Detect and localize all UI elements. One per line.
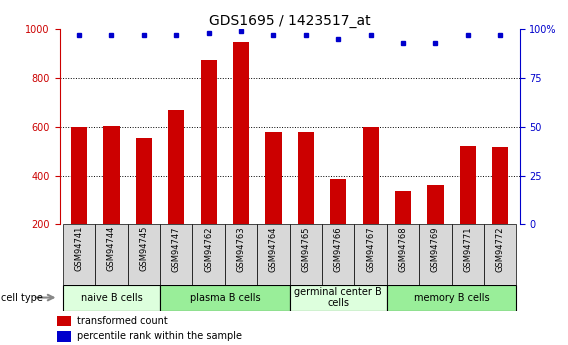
Bar [460,146,476,273]
FancyBboxPatch shape [128,224,160,285]
Text: GSM94762: GSM94762 [204,226,213,272]
Text: GSM94741: GSM94741 [74,226,83,272]
Bar [160,285,290,310]
Text: GSM94771: GSM94771 [463,226,473,272]
Text: memory B cells: memory B cells [414,293,490,303]
FancyBboxPatch shape [290,224,322,285]
Bar [330,179,346,273]
Text: transformed count: transformed count [77,316,168,326]
Text: GSM94767: GSM94767 [366,226,375,272]
Bar [362,127,379,273]
Bar [63,285,160,310]
Bar [492,148,508,273]
FancyBboxPatch shape [452,224,484,285]
Bar [136,138,152,273]
Text: GSM94764: GSM94764 [269,226,278,272]
Text: GSM94747: GSM94747 [172,226,181,272]
Bar [57,316,71,326]
Text: percentile rank within the sample: percentile rank within the sample [77,332,241,341]
FancyBboxPatch shape [354,224,387,285]
Bar [290,285,387,310]
Bar [265,132,282,273]
Text: germinal center B
cells: germinal center B cells [294,287,382,308]
Bar [71,127,87,273]
Text: GSM94768: GSM94768 [399,226,408,272]
FancyBboxPatch shape [225,224,257,285]
Text: GSM94769: GSM94769 [431,226,440,272]
Text: GSM94765: GSM94765 [302,226,310,272]
FancyBboxPatch shape [419,224,452,285]
Bar [201,60,217,273]
Text: cell type: cell type [1,293,43,303]
Text: GSM94772: GSM94772 [496,226,505,272]
Title: GDS1695 / 1423517_at: GDS1695 / 1423517_at [209,14,370,28]
Text: GSM94744: GSM94744 [107,226,116,272]
FancyBboxPatch shape [322,224,354,285]
FancyBboxPatch shape [257,224,290,285]
Text: GSM94766: GSM94766 [334,226,343,272]
Bar [298,132,314,273]
FancyBboxPatch shape [387,224,419,285]
Bar [103,126,120,273]
Bar [395,191,411,273]
Bar [168,110,185,273]
Text: naive B cells: naive B cells [81,293,143,303]
FancyBboxPatch shape [63,224,95,285]
FancyBboxPatch shape [193,224,225,285]
Bar [387,285,516,310]
Bar [427,185,444,273]
FancyBboxPatch shape [484,224,516,285]
FancyBboxPatch shape [95,224,128,285]
Text: plasma B cells: plasma B cells [190,293,260,303]
Bar [233,41,249,273]
FancyBboxPatch shape [160,224,193,285]
Text: GSM94745: GSM94745 [139,226,148,272]
Text: GSM94763: GSM94763 [237,226,245,272]
Bar [57,331,71,342]
